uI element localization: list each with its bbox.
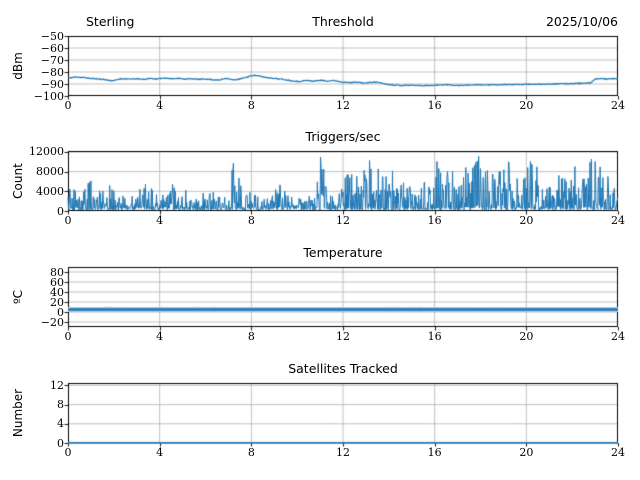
- x-tick-label: 4: [156, 214, 164, 227]
- x-tick-label: 0: [64, 99, 72, 112]
- x-tick-label: 4: [156, 99, 164, 112]
- x-tick-label: 20: [519, 214, 534, 227]
- threshold-title-row: Sterling Threshold 2025/10/06: [0, 14, 640, 29]
- satellites-plot-canvas: [0, 382, 640, 450]
- x-tick-label: 16: [427, 330, 442, 343]
- x-tick-label: 8: [247, 99, 255, 112]
- x-tick-label: 16: [427, 214, 442, 227]
- satellites-title-row: Satellites Tracked: [0, 361, 640, 376]
- x-tick-label: 16: [427, 446, 442, 459]
- x-tick-label: 0: [64, 214, 72, 227]
- x-tick-label: 20: [519, 446, 534, 459]
- temperature-title: Temperature: [303, 245, 383, 260]
- satellites-title: Satellites Tracked: [288, 361, 398, 376]
- x-tick-label: 20: [519, 99, 534, 112]
- x-tick-label: 16: [427, 99, 442, 112]
- x-tick-label: 8: [247, 446, 255, 459]
- x-tick-label: 12: [336, 214, 350, 227]
- x-tick-label: 4: [156, 446, 164, 459]
- x-tick-label: 20: [519, 330, 534, 343]
- x-tick-label: 0: [64, 446, 72, 459]
- x-tick-label: 24: [611, 99, 625, 112]
- temperature-title-row: Temperature: [0, 245, 640, 260]
- triggers-plot-canvas: [0, 150, 640, 218]
- x-tick-label: 8: [247, 214, 255, 227]
- station-name: Sterling: [86, 14, 135, 29]
- x-tick-label: 12: [336, 99, 350, 112]
- triggers-title-row: Triggers/sec: [0, 129, 640, 144]
- x-tick-label: 24: [611, 330, 625, 343]
- threshold-plot-canvas: [0, 35, 640, 103]
- triggers-title: Triggers/sec: [305, 129, 381, 144]
- threshold-title: Threshold: [312, 14, 374, 29]
- date-label: 2025/10/06: [545, 14, 618, 29]
- temperature-plot-canvas: [0, 266, 640, 334]
- x-tick-label: 0: [64, 330, 72, 343]
- x-tick-label: 12: [336, 446, 350, 459]
- x-tick-label: 24: [611, 446, 625, 459]
- x-tick-label: 8: [247, 330, 255, 343]
- x-tick-label: 4: [156, 330, 164, 343]
- x-tick-label: 24: [611, 214, 625, 227]
- x-tick-label: 12: [336, 330, 350, 343]
